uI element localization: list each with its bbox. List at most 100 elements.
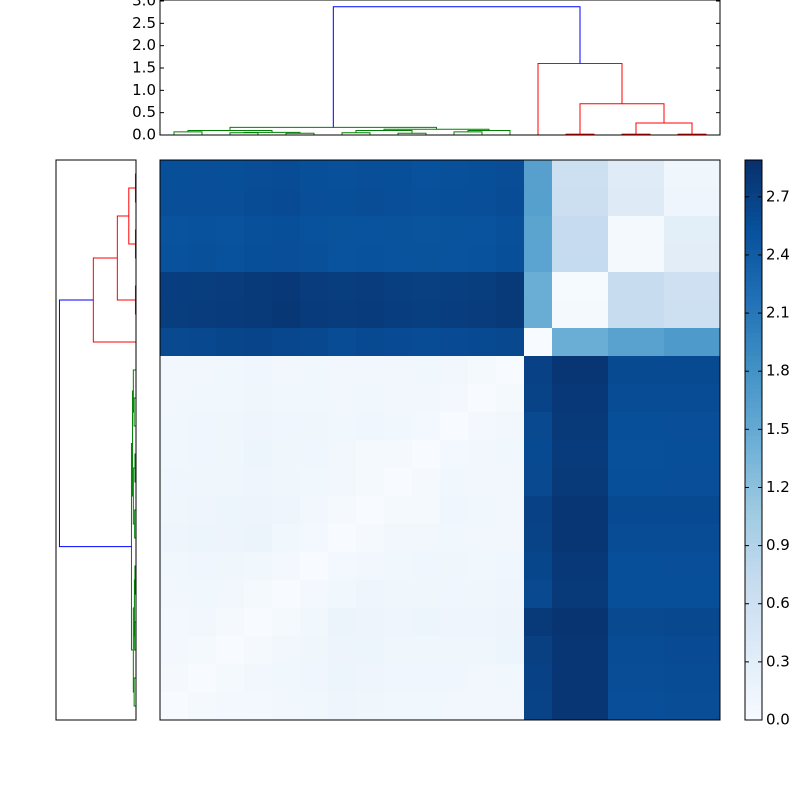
heatmap-cell: [664, 524, 693, 553]
heatmap-cell: [188, 636, 217, 665]
heatmap-cell: [384, 244, 413, 273]
heatmap-cell: [664, 580, 693, 609]
heatmap-cell: [300, 160, 329, 189]
heatmap-cell: [580, 608, 609, 637]
heatmap-cell: [272, 468, 301, 497]
heatmap-cell: [608, 272, 637, 301]
heatmap-cell: [440, 272, 469, 301]
heatmap-cell: [552, 552, 581, 581]
heatmap-cell: [440, 636, 469, 665]
heatmap-cell: [160, 468, 189, 497]
heatmap-cell: [412, 328, 441, 357]
heatmap-cell: [244, 244, 273, 273]
heatmap-cell: [524, 468, 553, 497]
heatmap-cell: [188, 412, 217, 441]
heatmap-cell: [412, 608, 441, 637]
heatmap-cell: [216, 552, 245, 581]
heatmap-cell: [384, 412, 413, 441]
heatmap-cell: [412, 300, 441, 329]
heatmap-cell: [272, 692, 301, 721]
heatmap-cell: [636, 636, 665, 665]
heatmap-cell: [216, 524, 245, 553]
heatmap-cell: [412, 384, 441, 413]
heatmap-cell: [244, 524, 273, 553]
heatmap-cell: [524, 692, 553, 721]
heatmap-cell: [692, 608, 721, 637]
heatmap-cell: [272, 188, 301, 217]
heatmap-cell: [188, 216, 217, 245]
heatmap-cell: [552, 524, 581, 553]
heatmap-cell: [636, 664, 665, 693]
heatmap-cell: [468, 160, 497, 189]
heatmap-cell: [160, 384, 189, 413]
heatmap-cell: [328, 300, 357, 329]
heatmap-cell: [272, 580, 301, 609]
heatmap-cell: [300, 216, 329, 245]
heatmap-cell: [524, 216, 553, 245]
heatmap-cell: [244, 608, 273, 637]
heatmap-cell: [580, 160, 609, 189]
heatmap-cell: [412, 160, 441, 189]
y-tick-label: 2.5: [132, 14, 156, 32]
heatmap-cell: [160, 524, 189, 553]
heatmap-cell: [636, 216, 665, 245]
heatmap-cell: [636, 356, 665, 385]
heatmap-cell: [412, 496, 441, 525]
heatmap-cell: [412, 524, 441, 553]
heatmap-cell: [412, 636, 441, 665]
heatmap-cell: [608, 636, 637, 665]
heatmap-cell: [552, 580, 581, 609]
heatmap-cell: [244, 636, 273, 665]
heatmap-cell: [468, 468, 497, 497]
heatmap-cell: [356, 524, 385, 553]
heatmap-cell: [580, 272, 609, 301]
heatmap-cell: [580, 636, 609, 665]
heatmap-cell: [496, 300, 525, 329]
heatmap-cell: [496, 580, 525, 609]
heatmap-cell: [552, 216, 581, 245]
heatmap-cell: [328, 636, 357, 665]
heatmap-cell: [692, 468, 721, 497]
heatmap-cell: [552, 188, 581, 217]
heatmap-cell: [244, 328, 273, 357]
heatmap-cell: [412, 692, 441, 721]
heatmap-cell: [244, 160, 273, 189]
heatmap-cell: [692, 664, 721, 693]
heatmap-cell: [244, 692, 273, 721]
heatmap-cell: [356, 216, 385, 245]
heatmap-cell: [328, 412, 357, 441]
heatmap-cell: [468, 272, 497, 301]
heatmap-cell: [552, 664, 581, 693]
heatmap-cell: [496, 328, 525, 357]
heatmap-cell: [244, 412, 273, 441]
heatmap-cell: [692, 356, 721, 385]
heatmap-cell: [440, 188, 469, 217]
heatmap-cell: [636, 524, 665, 553]
heatmap-cell: [524, 552, 553, 581]
y-tick-label: 0.5: [132, 103, 156, 121]
heatmap-cell: [384, 692, 413, 721]
heatmap-cell: [552, 300, 581, 329]
heatmap-cell: [496, 244, 525, 273]
heatmap-cell: [664, 356, 693, 385]
heatmap-cell: [580, 440, 609, 469]
heatmap-cell: [468, 496, 497, 525]
heatmap-cell: [244, 272, 273, 301]
heatmap-cell: [692, 216, 721, 245]
heatmap-cell: [468, 608, 497, 637]
heatmap-cell: [524, 160, 553, 189]
heatmap-cell: [160, 188, 189, 217]
heatmap-cell: [636, 328, 665, 357]
heatmap-cell: [636, 496, 665, 525]
colorbar-tick-label: 2.7: [766, 187, 790, 205]
heatmap-cell: [188, 160, 217, 189]
heatmap-cell: [244, 552, 273, 581]
heatmap-cell: [636, 244, 665, 273]
heatmap-cell: [636, 608, 665, 637]
heatmap-cell: [692, 496, 721, 525]
heatmap-cell: [496, 496, 525, 525]
heatmap-cell: [160, 300, 189, 329]
heatmap-cell: [188, 692, 217, 721]
heatmap-cell: [636, 692, 665, 721]
heatmap-cell: [412, 272, 441, 301]
